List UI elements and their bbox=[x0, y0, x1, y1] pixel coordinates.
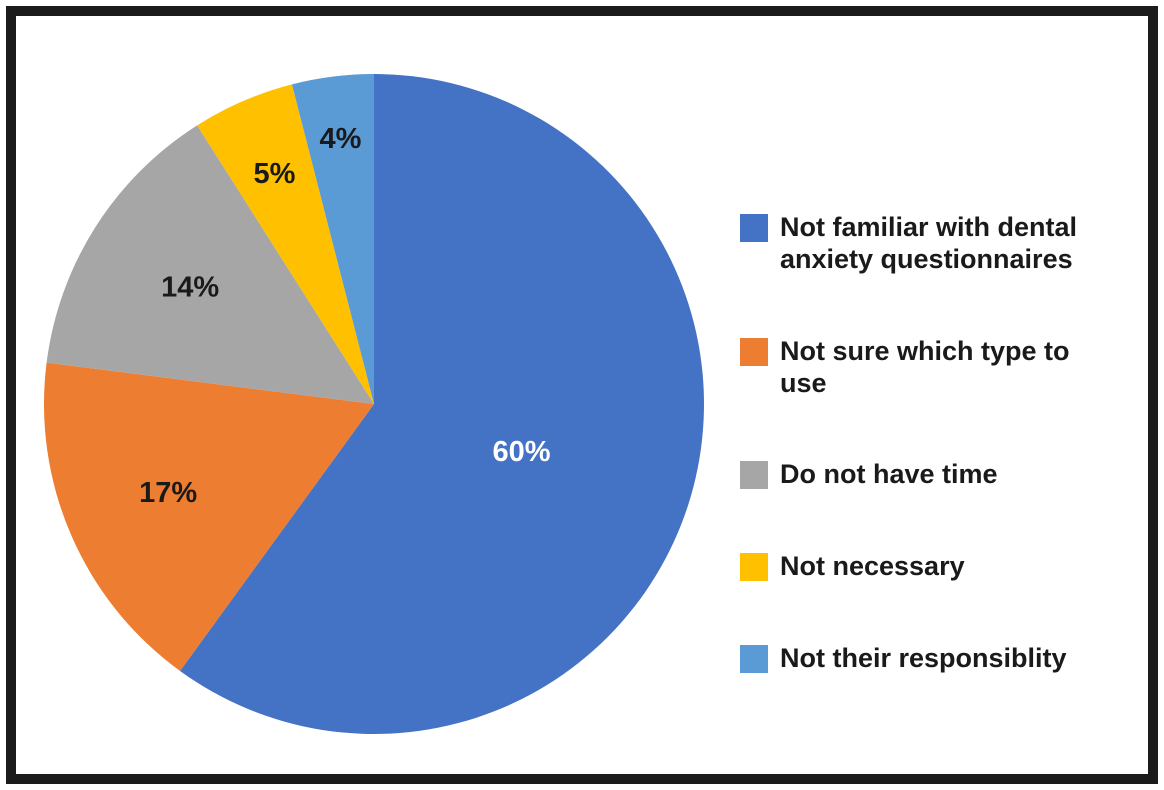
legend-item: Not necessary bbox=[740, 551, 1140, 583]
pie-slice-2 bbox=[46, 125, 374, 404]
legend-item: Not their responsiblity bbox=[740, 643, 1140, 675]
legend-swatch-lightblue bbox=[740, 645, 768, 674]
figure-frame: 60% 17% 14% 5% 4% Not familiar with dental a… bbox=[6, 6, 1158, 784]
legend-swatch-blue bbox=[740, 214, 768, 242]
pie-data-label-3: 5% bbox=[253, 158, 295, 190]
legend-swatch-orange bbox=[740, 337, 768, 366]
legend-swatch-gray bbox=[740, 461, 768, 490]
legend-label: Not their responsiblity bbox=[780, 643, 1067, 674]
pie-slice-1 bbox=[44, 362, 374, 671]
pie-chart: 60% 17% 14% 5% 4% bbox=[44, 74, 704, 734]
pie-slice-3 bbox=[197, 84, 374, 405]
legend-label: Not familiar with dental anxiety questio… bbox=[780, 212, 1078, 274]
pie-data-label-4: 4% bbox=[320, 123, 362, 155]
pie-slice-0 bbox=[180, 74, 704, 734]
legend-item: Not familiar with dental anxiety questio… bbox=[740, 212, 1140, 276]
legend-label: Not necessary bbox=[780, 551, 965, 582]
pie-data-label-1: 17% bbox=[139, 477, 197, 509]
legend-label: Do not have time bbox=[780, 459, 998, 490]
legend-swatch-yellow bbox=[740, 553, 768, 582]
legend-label: Not sure which type to use bbox=[780, 335, 1070, 398]
pie-data-label-0: 60% bbox=[492, 436, 550, 468]
pie-data-label-2: 14% bbox=[161, 271, 219, 303]
pie-slice-4 bbox=[291, 74, 374, 404]
legend-item: Not sure which type to use bbox=[740, 336, 1140, 400]
legend-item: Do not have time bbox=[740, 459, 1140, 491]
legend: Not familiar with dental anxiety questio… bbox=[740, 212, 1140, 675]
